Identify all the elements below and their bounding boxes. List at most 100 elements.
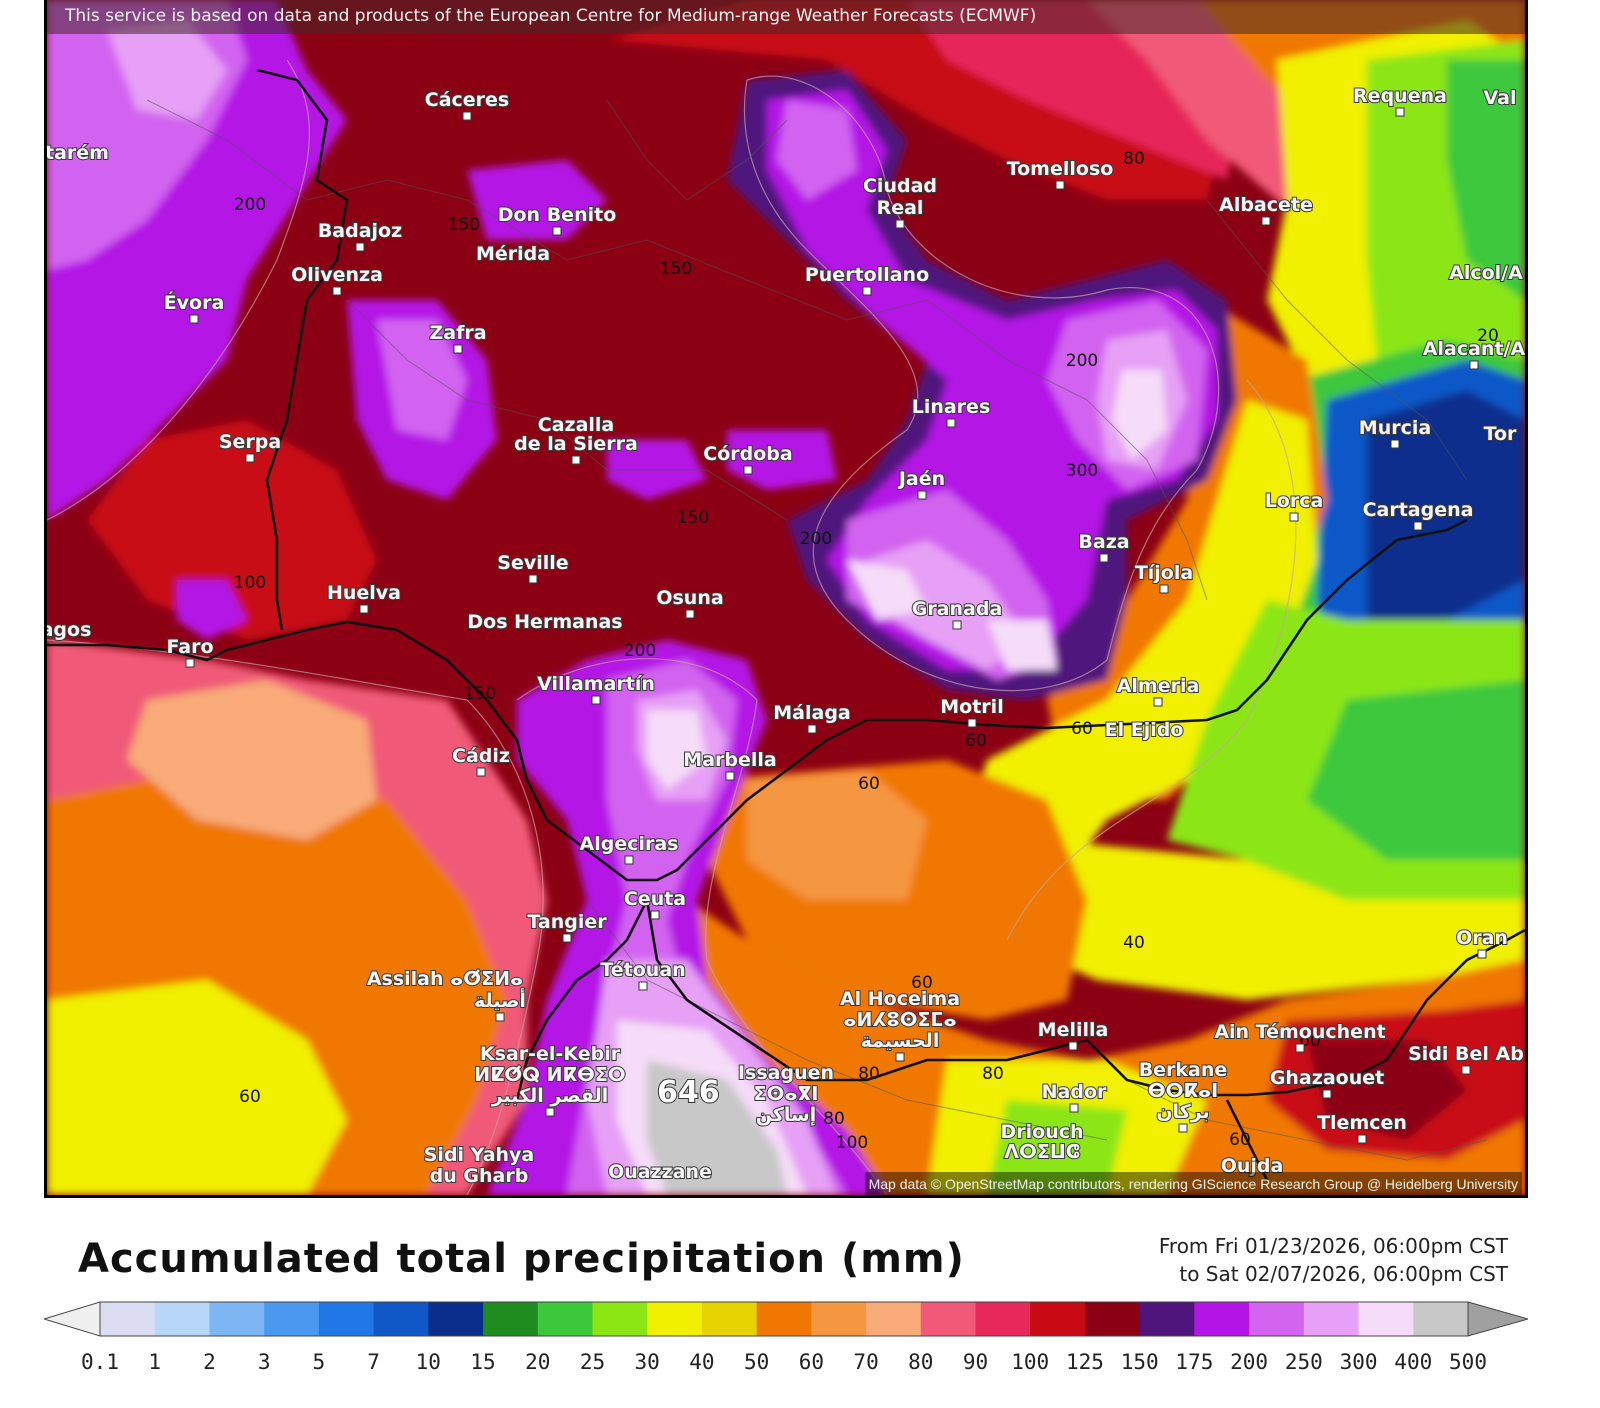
legend-color-swatch bbox=[592, 1302, 648, 1336]
city-marker bbox=[332, 286, 342, 296]
contour-labels: 200 150 150 80 200 300 150 200 100 200 150 60 60 60 40… bbox=[234, 149, 1499, 1153]
legend-tick-label: 25 bbox=[579, 1350, 606, 1374]
contour-value-label: 100 bbox=[234, 573, 266, 593]
city-marker bbox=[895, 219, 905, 229]
place-label: Don Benito bbox=[498, 204, 617, 226]
place-label: Almeria bbox=[1117, 675, 1200, 697]
legend-color-swatch bbox=[428, 1302, 484, 1336]
legend-tick-label: 80 bbox=[908, 1350, 934, 1374]
place-label: Olivenza bbox=[291, 264, 383, 286]
legend-color-swatch bbox=[866, 1302, 922, 1336]
city-marker bbox=[453, 344, 463, 354]
place-label: Zafra bbox=[429, 322, 486, 344]
legend-color-swatch bbox=[1139, 1302, 1195, 1336]
place-label: Seville bbox=[497, 552, 568, 574]
place-label: Requena bbox=[1353, 85, 1447, 107]
contour-value-label: 60 bbox=[965, 731, 987, 751]
contour-value-label: 60 bbox=[1229, 1130, 1251, 1150]
city-marker bbox=[545, 1107, 555, 1117]
place-label: Issaguen bbox=[738, 1062, 834, 1084]
legend-tick-label: 40 bbox=[689, 1350, 715, 1374]
legend-tick-label: 3 bbox=[257, 1350, 271, 1374]
place-label: Oran bbox=[1456, 927, 1508, 949]
max-value-label: 646 bbox=[657, 1075, 720, 1110]
legend-tick-labels: 0.1 1 2 3 5 7 10 15 20 25 30 40 50 60 70 80 90 100 125 150 1… bbox=[44, 1350, 1528, 1380]
legend-color-swatch bbox=[1030, 1302, 1086, 1336]
city-marker bbox=[1469, 360, 1479, 370]
city-marker bbox=[552, 226, 562, 236]
place-label: Faro bbox=[166, 636, 213, 658]
place-label: du Gharb bbox=[430, 1165, 529, 1187]
place-label: Cáceres bbox=[425, 89, 509, 111]
legend-tick-label: 50 bbox=[743, 1350, 770, 1374]
place-label: Alacant/A bbox=[1423, 338, 1525, 360]
city-marker bbox=[725, 771, 735, 781]
place-label: Ouazzane bbox=[608, 1161, 712, 1183]
city-marker bbox=[1477, 949, 1487, 959]
place-label: Val bbox=[1484, 87, 1517, 109]
contour-value-label: 60 bbox=[1299, 1031, 1321, 1051]
place-label: Jaén bbox=[897, 468, 945, 490]
contour-value-label: 80 bbox=[858, 1064, 880, 1084]
place-label: ⵉⵙⴰⴳⵏ bbox=[754, 1083, 819, 1105]
city-marker bbox=[1295, 1043, 1305, 1053]
city-marker bbox=[1357, 1134, 1367, 1144]
legend-tick-label: 400 bbox=[1394, 1350, 1433, 1374]
place-label: Linares bbox=[912, 396, 991, 418]
map-panel[interactable]: 200 150 150 80 200 300 150 200 100 200 150 60 60 60 40… bbox=[44, 0, 1528, 1198]
legend-tick-label: 60 bbox=[798, 1350, 825, 1374]
place-label: Córdoba bbox=[703, 443, 792, 465]
legend-color-swatch bbox=[1194, 1302, 1250, 1336]
legend-color-swatch bbox=[920, 1302, 977, 1336]
city-marker bbox=[1261, 216, 1271, 226]
legend-color-swatch bbox=[264, 1302, 320, 1336]
place-label: Algeciras bbox=[580, 833, 679, 855]
place-label: Ciudad bbox=[863, 175, 937, 197]
contour-value-label: 20 bbox=[1477, 326, 1499, 346]
city-marker bbox=[1153, 697, 1163, 707]
place-label: Albacete bbox=[1219, 194, 1313, 216]
contour-value-label: 200 bbox=[800, 529, 832, 549]
place-label: Murcia bbox=[1359, 417, 1431, 439]
place-label: Tor bbox=[1484, 423, 1517, 445]
place-label: Baza bbox=[1078, 531, 1129, 553]
legend-tick-label: 20 bbox=[525, 1350, 551, 1374]
place-label: Alcol/A bbox=[1449, 262, 1523, 284]
legend-color-swatch bbox=[756, 1302, 812, 1336]
place-label: Cazalla bbox=[538, 414, 615, 436]
legend-color-swatch bbox=[1358, 1302, 1414, 1336]
place-label: tarém bbox=[47, 142, 109, 164]
place-label: Ain Témouchent bbox=[1214, 1021, 1385, 1043]
osm-attribution: Map data © OpenStreetMap contributors, r… bbox=[864, 1172, 1522, 1196]
contour-value-label: 200 bbox=[1066, 351, 1098, 371]
contour-value-label: 60 bbox=[858, 774, 880, 794]
place-label: Granada bbox=[912, 598, 1003, 620]
place-label: Sidi Bel Ab bbox=[1408, 1043, 1524, 1065]
legend-tick-label: 500 bbox=[1449, 1350, 1487, 1374]
city-marker bbox=[1413, 521, 1423, 531]
city-marker bbox=[462, 111, 472, 121]
place-label: Marbella bbox=[683, 749, 776, 771]
place-label: Real bbox=[877, 197, 924, 219]
city-marker bbox=[495, 1012, 505, 1022]
city-marker bbox=[245, 453, 255, 463]
place-label: Tíjola bbox=[1135, 562, 1193, 584]
place-label: de la Sierra bbox=[514, 433, 638, 455]
precipitation-map[interactable]: 200 150 150 80 200 300 150 200 100 200 150 60 60 60 40… bbox=[47, 0, 1525, 1195]
legend-color-swatch bbox=[537, 1302, 593, 1336]
legend-tick-label: 7 bbox=[367, 1350, 380, 1374]
legend-color-swatch bbox=[975, 1302, 1031, 1336]
legend-color-swatch bbox=[483, 1302, 539, 1336]
legend-border bbox=[99, 1301, 1469, 1337]
place-label: ⴰⵍⵃⵓⵙⵉⵎⴰ bbox=[843, 1009, 956, 1031]
legend-tick-label: 5 bbox=[312, 1350, 326, 1374]
city-marker bbox=[650, 910, 660, 920]
legend-color-swatch bbox=[1249, 1302, 1305, 1336]
contour-value-label: 100 bbox=[836, 1133, 868, 1153]
legend-tick-label: 175 bbox=[1175, 1350, 1214, 1374]
city-marker bbox=[895, 1052, 905, 1062]
city-marker bbox=[1068, 1041, 1078, 1051]
legend-tick-label: 10 bbox=[415, 1350, 441, 1374]
city-marker bbox=[185, 658, 195, 668]
place-label: Al Hoceima bbox=[840, 988, 960, 1010]
